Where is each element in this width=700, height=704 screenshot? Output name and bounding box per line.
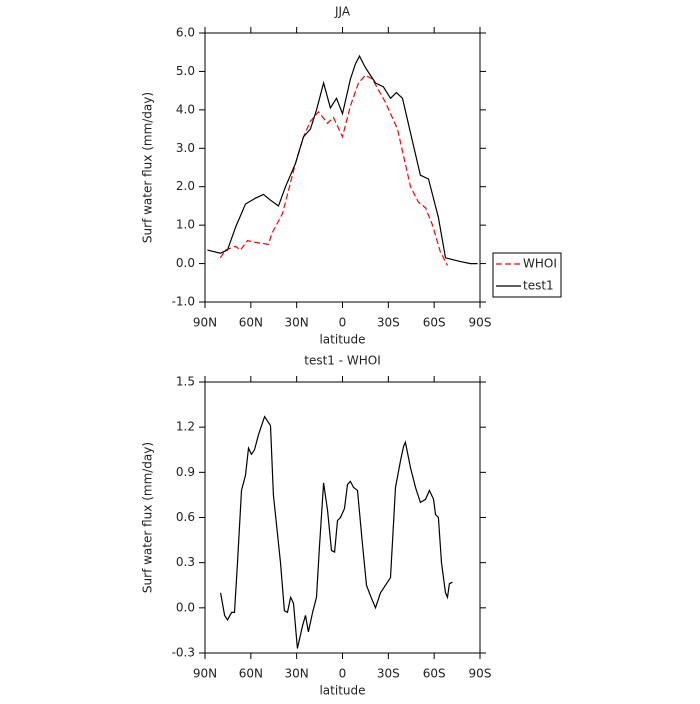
x-tick-label: 0 (339, 667, 347, 681)
y-tick-label: 0.3 (176, 555, 195, 569)
chart-title: JJA (334, 5, 351, 19)
data-line (219, 74, 449, 266)
x-tick-label: 0 (339, 316, 347, 330)
legend-label: WHOI (523, 257, 557, 271)
x-tick-label: 60N (239, 667, 263, 681)
x-axis-label: latitude (319, 684, 365, 698)
y-tick-label: 1.0 (176, 218, 195, 232)
x-tick-label: 30S (377, 667, 400, 681)
legend-label: test1 (523, 279, 554, 293)
x-tick-label: 30N (285, 667, 309, 681)
x-tick-label: 90N (193, 667, 217, 681)
y-tick-label: 3.0 (176, 141, 195, 155)
x-tick-label: 90S (469, 316, 492, 330)
x-tick-label: 30S (377, 316, 400, 330)
chart-title: test1 - WHOI (304, 354, 381, 368)
data-line (207, 54, 478, 265)
x-axis-label: latitude (319, 333, 365, 347)
x-tick-label: 90S (469, 667, 492, 681)
x-tick-label: 60S (423, 667, 446, 681)
x-tick-label: 90N (193, 316, 217, 330)
y-tick-label: 0.9 (176, 465, 195, 479)
y-tick-label: 0.0 (176, 256, 195, 270)
x-tick-label: 30N (285, 316, 309, 330)
x-tick-label: 60N (239, 316, 263, 330)
y-tick-label: 0.0 (176, 600, 195, 614)
y-axis-label: Surf water flux (mm/day) (141, 442, 155, 593)
x-tick-label: 60S (423, 316, 446, 330)
y-tick-label: 1.2 (176, 420, 195, 434)
plot-frame (204, 32, 481, 303)
y-tick-label: -1.0 (172, 295, 195, 309)
y-tick-label: 2.0 (176, 179, 195, 193)
legend-box (492, 252, 562, 298)
data-line (220, 415, 453, 649)
y-axis-label: Surf water flux (mm/day) (141, 92, 155, 243)
y-tick-label: 5.0 (176, 64, 195, 78)
y-tick-label: 4.0 (176, 102, 195, 116)
y-tick-label: 1.5 (176, 375, 195, 389)
y-tick-label: -0.3 (172, 646, 195, 660)
y-tick-label: 6.0 (176, 26, 195, 40)
y-tick-label: 0.6 (176, 510, 195, 524)
